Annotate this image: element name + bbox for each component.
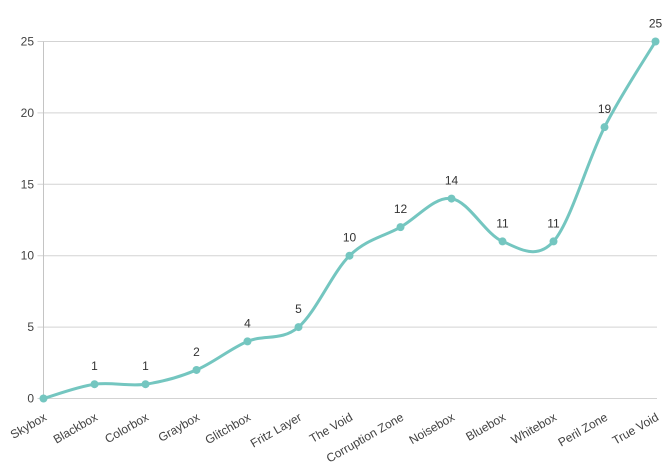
x-axis-label: Fritz Layer	[248, 410, 304, 450]
x-axis-label: Whitebox	[509, 410, 559, 447]
data-point-label: 19	[598, 102, 612, 116]
x-axis-label: Colorbox	[102, 410, 151, 446]
data-point-marker	[396, 223, 405, 232]
data-point-label: 10	[343, 231, 357, 245]
x-axis-label: Noisebox	[407, 410, 457, 447]
y-axis-tick-label: 25	[21, 35, 35, 49]
data-point-label: 11	[496, 216, 509, 230]
data-point-marker	[498, 237, 507, 246]
series-line	[42, 40, 657, 400]
data-point-marker	[549, 237, 558, 246]
data-point-marker	[39, 394, 48, 403]
data-point-label: 4	[244, 316, 251, 330]
data-point-marker	[192, 365, 201, 374]
data-point-label: 5	[295, 302, 302, 316]
data-point-label: 25	[649, 17, 663, 31]
data-point-marker	[651, 37, 660, 46]
data-point-label: 12	[394, 202, 408, 216]
x-axis-label: Bluebox	[463, 410, 508, 444]
data-point-label: 1	[142, 359, 149, 373]
data-point-marker	[447, 194, 456, 203]
x-axis-label: Blackbox	[51, 410, 100, 446]
data-point-label: 1	[91, 359, 98, 373]
x-axis-label: True Void	[610, 410, 661, 448]
y-axis-tick-label: 10	[21, 249, 35, 263]
data-point-marker	[294, 323, 303, 332]
y-axis-tick-label: 15	[21, 177, 35, 191]
x-axis-label: Glitchbox	[203, 410, 253, 447]
x-axis-label: Graybox	[156, 410, 202, 445]
data-point-marker	[600, 123, 609, 132]
data-point-label: 11	[547, 216, 560, 230]
data-point-marker	[141, 380, 150, 389]
y-axis-tick-label: 5	[27, 320, 34, 334]
data-point-marker	[90, 380, 99, 389]
data-point-label: 14	[445, 174, 459, 188]
y-axis-tick-label: 20	[21, 106, 35, 120]
data-point-marker	[345, 251, 354, 260]
x-axis-label: Skybox	[8, 410, 49, 442]
data-point-label: 2	[193, 345, 200, 359]
y-axis-tick-label: 0	[27, 392, 34, 406]
x-axis-label: Peril Zone	[556, 410, 611, 450]
data-point-marker	[243, 337, 252, 346]
